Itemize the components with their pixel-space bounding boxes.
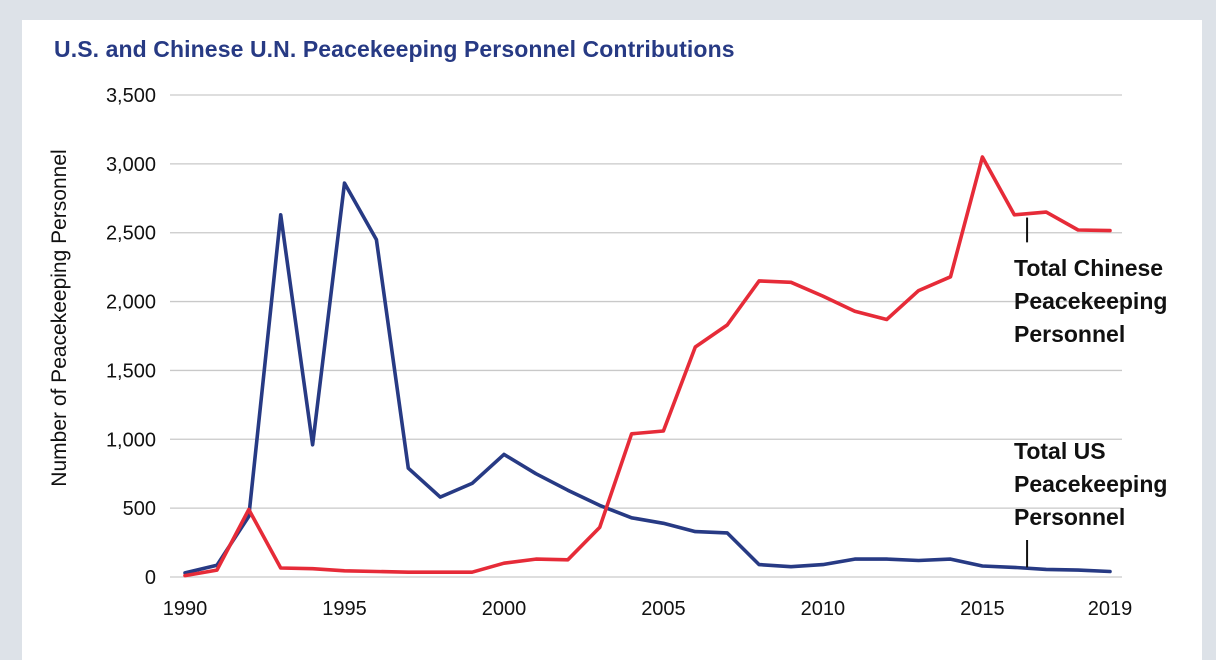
series-label-us: Personnel bbox=[1014, 504, 1125, 530]
y-tick-label: 1,500 bbox=[106, 360, 156, 382]
series-lines bbox=[183, 155, 1112, 578]
chart-card: U.S. and Chinese U.N. Peacekeeping Perso… bbox=[22, 20, 1202, 660]
series-line-us bbox=[183, 181, 1112, 575]
y-axis-title: Number of Peacekeeping Personnel bbox=[48, 149, 71, 486]
x-axis-ticks: 1990 1995 2000 2005 2010 2015 2019 bbox=[163, 598, 1133, 620]
series-label-chinese: Peacekeeping bbox=[1014, 288, 1167, 314]
y-tick-label: 3,500 bbox=[106, 85, 156, 107]
series-labels: Total Chinese Peacekeeping Personnel Total … bbox=[1014, 217, 1167, 568]
series-line-chinese bbox=[183, 155, 1112, 578]
y-tick-label: 2,000 bbox=[106, 292, 156, 314]
y-tick-label: 0 bbox=[145, 567, 156, 589]
y-tick-label: 500 bbox=[123, 498, 156, 520]
x-tick-label: 1995 bbox=[322, 598, 367, 620]
x-tick-label: 2015 bbox=[960, 598, 1005, 620]
x-tick-label: 2019 bbox=[1088, 598, 1133, 620]
y-axis-ticks: 0 500 1,000 1,500 2,000 2,500 3,000 3,500 bbox=[106, 85, 156, 589]
y-tick-label: 2,500 bbox=[106, 223, 156, 245]
y-tick-label: 3,000 bbox=[106, 154, 156, 176]
series-label-us: Peacekeeping bbox=[1014, 471, 1167, 497]
x-tick-label: 2010 bbox=[801, 598, 846, 620]
series-label-chinese: Personnel bbox=[1014, 321, 1125, 347]
chart-title: U.S. and Chinese U.N. Peacekeeping Perso… bbox=[54, 36, 735, 62]
x-tick-label: 1990 bbox=[163, 598, 208, 620]
x-tick-label: 2000 bbox=[482, 598, 527, 620]
series-label-chinese: Total Chinese bbox=[1014, 255, 1163, 281]
y-tick-label: 1,000 bbox=[106, 429, 156, 451]
series-label-us: Total US bbox=[1014, 438, 1106, 464]
x-tick-label: 2005 bbox=[641, 598, 686, 620]
